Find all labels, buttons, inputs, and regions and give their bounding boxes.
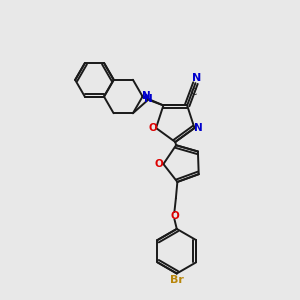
Text: C: C: [190, 88, 197, 97]
Text: O: O: [148, 123, 157, 133]
Text: Br: Br: [170, 275, 184, 285]
Text: O: O: [170, 211, 179, 220]
Text: O: O: [154, 159, 163, 169]
Text: N: N: [194, 123, 203, 133]
Text: N: N: [142, 91, 151, 100]
Text: N: N: [144, 94, 153, 104]
Text: N: N: [192, 73, 202, 83]
